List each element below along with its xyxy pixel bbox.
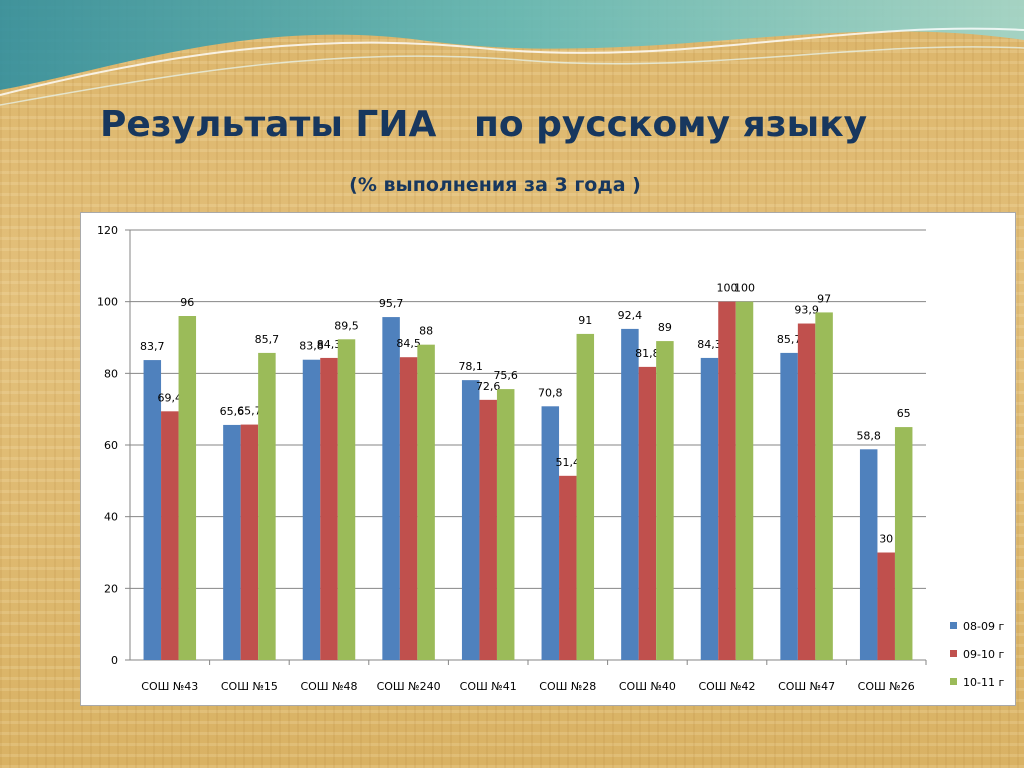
- y-tick-label: 80: [104, 367, 118, 380]
- y-tick-label: 0: [111, 654, 118, 667]
- data-label: 89: [658, 321, 672, 334]
- data-label: 84,3: [317, 338, 342, 351]
- data-label: 85,7: [255, 333, 280, 346]
- legend-swatch: [950, 678, 957, 685]
- x-tick-label: СОШ №41: [460, 680, 517, 693]
- bar: [559, 475, 577, 660]
- data-label: 100: [734, 282, 755, 295]
- bar: [780, 352, 798, 660]
- bar: [496, 389, 515, 660]
- data-label: 58,8: [856, 429, 881, 442]
- data-label: 89,5: [334, 319, 359, 332]
- bar: [320, 357, 338, 660]
- x-tick-label: СОШ №48: [300, 680, 357, 693]
- bar: [178, 316, 197, 660]
- y-tick-label: 100: [97, 296, 118, 309]
- data-label: 65: [897, 407, 911, 420]
- bar: [815, 312, 833, 660]
- bar: [337, 339, 356, 660]
- bar: [656, 341, 674, 660]
- y-tick-label: 20: [104, 582, 118, 595]
- bar: [223, 424, 241, 660]
- bar: [417, 344, 435, 660]
- data-label: 51,4: [556, 456, 581, 469]
- bar: [399, 357, 418, 660]
- x-tick-label: СОШ №43: [141, 680, 198, 693]
- bar: [894, 427, 913, 660]
- bar: [161, 411, 179, 660]
- bar: [541, 406, 560, 660]
- legend-swatch: [950, 650, 957, 657]
- data-label: 92,4: [618, 309, 643, 322]
- data-label: 30: [879, 533, 893, 546]
- data-label: 97: [817, 292, 831, 305]
- x-tick-label: СОШ №40: [619, 680, 676, 693]
- x-tick-label: СОШ №26: [858, 680, 915, 693]
- data-label: 65,7: [237, 405, 262, 418]
- data-label: 81,8: [635, 347, 660, 360]
- bar: [382, 317, 400, 660]
- bar: [240, 424, 259, 660]
- data-label: 96: [180, 296, 194, 309]
- x-tick-label: СОШ №42: [698, 680, 755, 693]
- data-label: 84,5: [396, 337, 421, 350]
- bar: [735, 301, 754, 660]
- x-tick-label: СОШ №15: [221, 680, 278, 693]
- chart-container: 0 20 40 60 80 100 120 83,7 69,4 96 СОШ №43 65,6 65,7…: [80, 212, 1016, 706]
- slide-title: Результаты ГИА по русскому языку: [100, 104, 868, 145]
- bar: [258, 352, 276, 660]
- x-tick-label: СОШ №47: [778, 680, 835, 693]
- legend-label: 09-10 г: [963, 648, 1004, 661]
- data-label: 75,6: [493, 369, 518, 382]
- legend-label: 10-11 г: [963, 676, 1004, 689]
- bar: [461, 380, 480, 660]
- data-label: 69,4: [158, 391, 183, 404]
- legend-label: 08-09 г: [963, 620, 1004, 633]
- bar: [859, 449, 878, 660]
- data-label: 65,6: [220, 405, 245, 418]
- y-tick-label: 40: [104, 511, 118, 524]
- y-tick-label: 60: [104, 439, 118, 452]
- bar: [576, 333, 595, 660]
- bar: [797, 323, 816, 660]
- bar: [621, 328, 639, 660]
- data-label: 93,9: [794, 304, 819, 317]
- bar: [479, 399, 497, 660]
- bar: [143, 360, 162, 660]
- data-label: 91: [578, 314, 592, 327]
- x-tick-label: СОШ №240: [377, 680, 441, 693]
- data-label: 84,3: [697, 338, 722, 351]
- data-label: 70,8: [538, 386, 563, 399]
- data-label: 78,1: [458, 360, 483, 373]
- slide-subtitle: (% выполнения за 3 года ): [349, 174, 641, 196]
- bar: [700, 357, 719, 660]
- data-label: 83,8: [299, 340, 324, 353]
- bar: [638, 366, 657, 660]
- x-tick-label: СОШ №28: [539, 680, 596, 693]
- data-label: 88: [419, 325, 433, 338]
- y-tick-label: 120: [97, 224, 118, 237]
- legend-swatch: [950, 622, 957, 629]
- data-label: 85,7: [777, 333, 802, 346]
- data-label: 72,6: [476, 380, 501, 393]
- bar: [877, 552, 895, 660]
- bar: [718, 301, 736, 660]
- data-label: 83,7: [140, 340, 165, 353]
- bar: [302, 359, 321, 660]
- bar-chart: 0 20 40 60 80 100 120 83,7 69,4 96 СОШ №43 65,665,7…: [97, 224, 1004, 693]
- data-label: 100: [717, 282, 738, 295]
- decorative-wave-banner: [0, 0, 1024, 106]
- data-label: 95,7: [379, 297, 404, 310]
